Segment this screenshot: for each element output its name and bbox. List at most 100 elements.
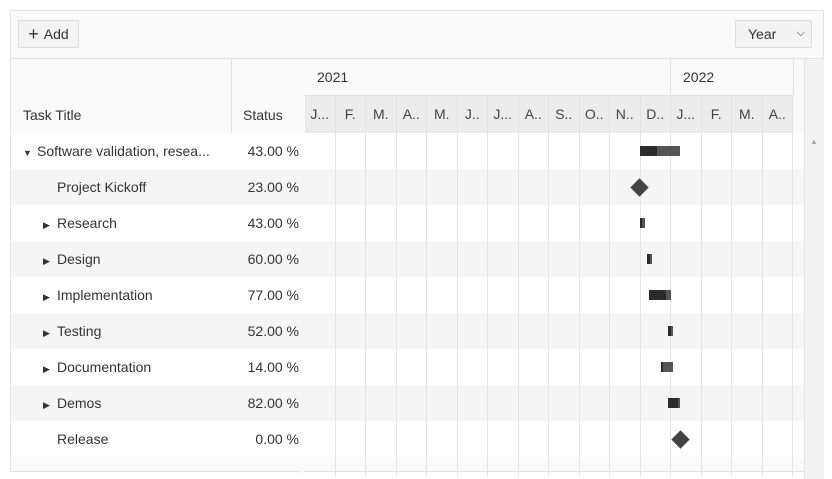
task-bar[interactable]: [646, 254, 652, 264]
task-title: Software validation, resea...: [37, 143, 210, 159]
table-row[interactable]: ▶ Design 60.00 %: [11, 241, 804, 277]
grid-line: [426, 96, 427, 476]
column-status-label: Status: [243, 107, 283, 123]
table-row[interactable]: ▼ Software validation, resea... 43.00 %: [11, 133, 804, 169]
add-label: Add: [43, 26, 69, 42]
grid-line: [456, 96, 458, 476]
grid-line: [639, 96, 641, 476]
table-row[interactable]: ▶ Research 43.00 %: [11, 205, 804, 241]
task-bar[interactable]: [660, 362, 673, 372]
task-status: 82.00 %: [247, 395, 299, 411]
month-header: M.: [366, 96, 397, 133]
month-header: A..: [396, 96, 427, 133]
month-header: D..: [640, 96, 671, 133]
caret-right-icon[interactable]: ▶: [43, 364, 50, 374]
task-title-cell: ▶ Research: [11, 205, 231, 241]
gantt-chart: + Add Year ⌵ Task Title Status ▲ 2021 2022 ▼…: [10, 10, 824, 479]
task-title-cell: ▼ Software validation, resea...: [11, 133, 231, 169]
month-header: O..: [579, 96, 610, 133]
task-status: 77.00 %: [247, 287, 299, 303]
grid-line: [365, 96, 366, 476]
month-header: F.: [335, 96, 366, 133]
vertical-scrollbar[interactable]: ▲: [804, 59, 824, 479]
add-button[interactable]: + Add: [18, 20, 79, 48]
task-status: 14.00 %: [247, 359, 299, 375]
caret-down-icon[interactable]: ▼: [23, 148, 32, 158]
month-header: F.: [701, 96, 732, 133]
progress-fill: [639, 146, 658, 156]
table-row[interactable]: Project Kickoff 23.00 %: [11, 169, 804, 205]
month-header: S..: [549, 96, 580, 133]
caret-right-icon[interactable]: ▶: [43, 400, 50, 410]
task-title-cell: Project Kickoff: [11, 169, 231, 205]
grid-line: [731, 96, 732, 476]
month-header: N..: [610, 96, 641, 133]
progress-fill: [667, 326, 671, 336]
caret-right-icon[interactable]: ▶: [43, 328, 50, 338]
month-header: M.: [427, 96, 458, 133]
grid-line: [517, 96, 519, 476]
task-title: Testing: [57, 323, 102, 339]
task-title: Research: [57, 215, 117, 231]
year-header: 2021: [305, 59, 671, 96]
column-title-label: Task Title: [23, 107, 82, 123]
table-row[interactable]: ▶ Demos 82.00 %: [11, 385, 804, 421]
task-title: Project Kickoff: [57, 179, 147, 195]
task-title: Demos: [57, 395, 102, 411]
task-status: 52.00 %: [247, 323, 299, 339]
progress-fill: [648, 290, 666, 300]
month-header: J...: [488, 96, 519, 133]
task-title-cell: Release: [11, 421, 231, 457]
task-title-cell: ▶ Implementation: [11, 277, 231, 313]
grid-line: [487, 96, 488, 476]
task-bar[interactable]: [648, 290, 671, 300]
task-title-cell: ▶ Documentation: [11, 349, 231, 385]
grid-line: [548, 96, 549, 476]
progress-fill: [660, 362, 663, 372]
month-header: J..: [457, 96, 488, 133]
month-header: A..: [762, 96, 793, 133]
grid-line: [792, 96, 793, 476]
grid-line: [395, 96, 397, 476]
caret-right-icon[interactable]: ▶: [43, 292, 50, 302]
grid-line: [700, 96, 702, 476]
view-mode-select[interactable]: Year ⌵: [735, 20, 812, 48]
task-title-cell: ▶ Design: [11, 241, 231, 277]
summary-bar[interactable]: [639, 146, 681, 156]
progress-fill: [646, 254, 650, 264]
caret-right-icon[interactable]: ▶: [43, 220, 50, 230]
grid-line: [609, 96, 610, 476]
task-bar[interactable]: [639, 218, 645, 228]
task-title: Documentation: [57, 359, 152, 375]
grid-line: [670, 96, 671, 476]
progress-fill: [639, 218, 643, 228]
task-title: Design: [57, 251, 101, 267]
task-bar[interactable]: [667, 398, 681, 408]
month-header: A..: [518, 96, 549, 133]
grid-line: [334, 96, 336, 476]
toolbar: + Add Year ⌵: [11, 11, 823, 59]
table-row[interactable]: ▶ Documentation 14.00 %: [11, 349, 804, 385]
task-title-cell: ▶ Demos: [11, 385, 231, 421]
task-status: 60.00 %: [247, 251, 299, 267]
month-header: J...: [671, 96, 702, 133]
grid-line: [761, 96, 763, 476]
month-header: M.: [732, 96, 763, 133]
caret-right-icon[interactable]: ▶: [43, 256, 50, 266]
task-title-cell: ▶ Testing: [11, 313, 231, 349]
task-status: 0.00 %: [255, 431, 299, 447]
chevron-down-icon: ⌵: [796, 27, 805, 39]
grid-line: [578, 96, 580, 476]
table-row[interactable]: ▶ Testing 52.00 %: [11, 313, 804, 349]
task-title: Implementation: [57, 287, 153, 303]
view-mode-value: Year: [748, 26, 777, 42]
header-task-title[interactable]: Task Title: [11, 59, 232, 134]
progress-fill: [667, 398, 678, 408]
header-status[interactable]: Status: [232, 59, 304, 134]
task-status: 43.00 %: [247, 215, 299, 231]
table-row[interactable]: ▶ Implementation 77.00 %: [11, 277, 804, 313]
task-status: 23.00 %: [247, 179, 299, 195]
month-header: J...: [305, 96, 336, 133]
task-bar[interactable]: [667, 326, 673, 336]
scroll-up-icon[interactable]: ▲: [810, 137, 818, 146]
